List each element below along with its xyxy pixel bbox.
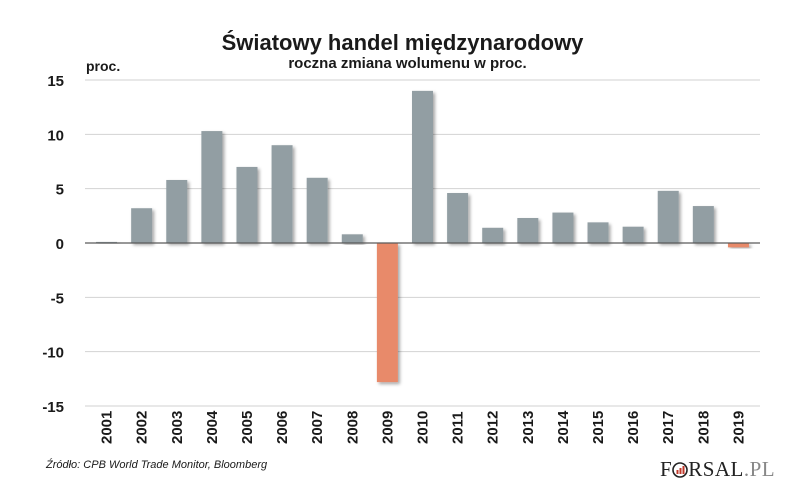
y-tick-label: 10 [47,127,64,144]
bar-2008 [341,234,363,243]
y-tick-label: 15 [47,73,64,90]
y-tick-label: 0 [56,236,64,253]
x-tick-label: 2014 [555,410,572,444]
y-tick-label: -5 [51,290,64,307]
x-tick-label: 2017 [660,411,677,444]
logo-chart-icon [672,462,688,478]
logo-text-end: RSAL [688,457,744,481]
x-tick-label: 2015 [590,411,607,444]
y-axis-label: proc. [86,58,121,74]
logo-text-start: F [660,457,673,481]
bar-2007 [306,177,328,243]
x-tick-label: 2002 [134,411,151,444]
bar-2018 [692,206,714,243]
bar-2012 [482,227,504,243]
bar-2002 [131,208,153,243]
bar-2011 [447,193,469,243]
bar-2014 [552,212,574,243]
x-tick-label: 2007 [309,411,326,444]
logo-suffix: .PL [743,457,776,481]
y-tick-label: -15 [42,399,64,416]
x-tick-label: 2011 [450,411,467,444]
x-tick-label: 2001 [99,411,116,444]
bar-2003 [166,179,188,243]
bar-2017 [657,190,679,243]
bar-2015 [587,222,609,243]
bar-2005 [236,166,258,243]
forsal-logo: F RSAL.PL [660,457,775,482]
bar-2009 [376,243,398,383]
x-tick-label: 2018 [695,411,712,444]
source-note: Źródło: CPB World Trade Monitor, Bloombe… [46,459,268,471]
x-tick-label: 2003 [169,411,186,444]
bar-2019 [727,243,749,248]
y-tick-label: -10 [42,345,64,362]
bar-2016 [622,226,644,243]
x-tick-label: 2006 [274,411,291,444]
x-tick-label: 2010 [415,411,432,444]
chart-title: Światowy handel międzynarodowy [221,30,584,55]
bar-2013 [517,218,539,243]
bar-2006 [271,145,293,243]
bar-2010 [412,90,433,243]
bar-2004 [201,131,223,243]
x-tick-label: 2012 [485,411,502,444]
x-tick-label: 2016 [625,411,642,444]
x-tick-label: 2005 [239,411,256,444]
x-tick-label: 2004 [204,410,221,444]
chart-subtitle: roczna zmiana wolumenu w proc. [288,55,527,72]
x-tick-label: 2009 [379,411,396,444]
x-tick-label: 2013 [520,411,537,444]
y-tick-label: 5 [56,182,64,199]
x-tick-label: 2019 [730,411,747,444]
x-tick-label: 2008 [344,411,361,444]
